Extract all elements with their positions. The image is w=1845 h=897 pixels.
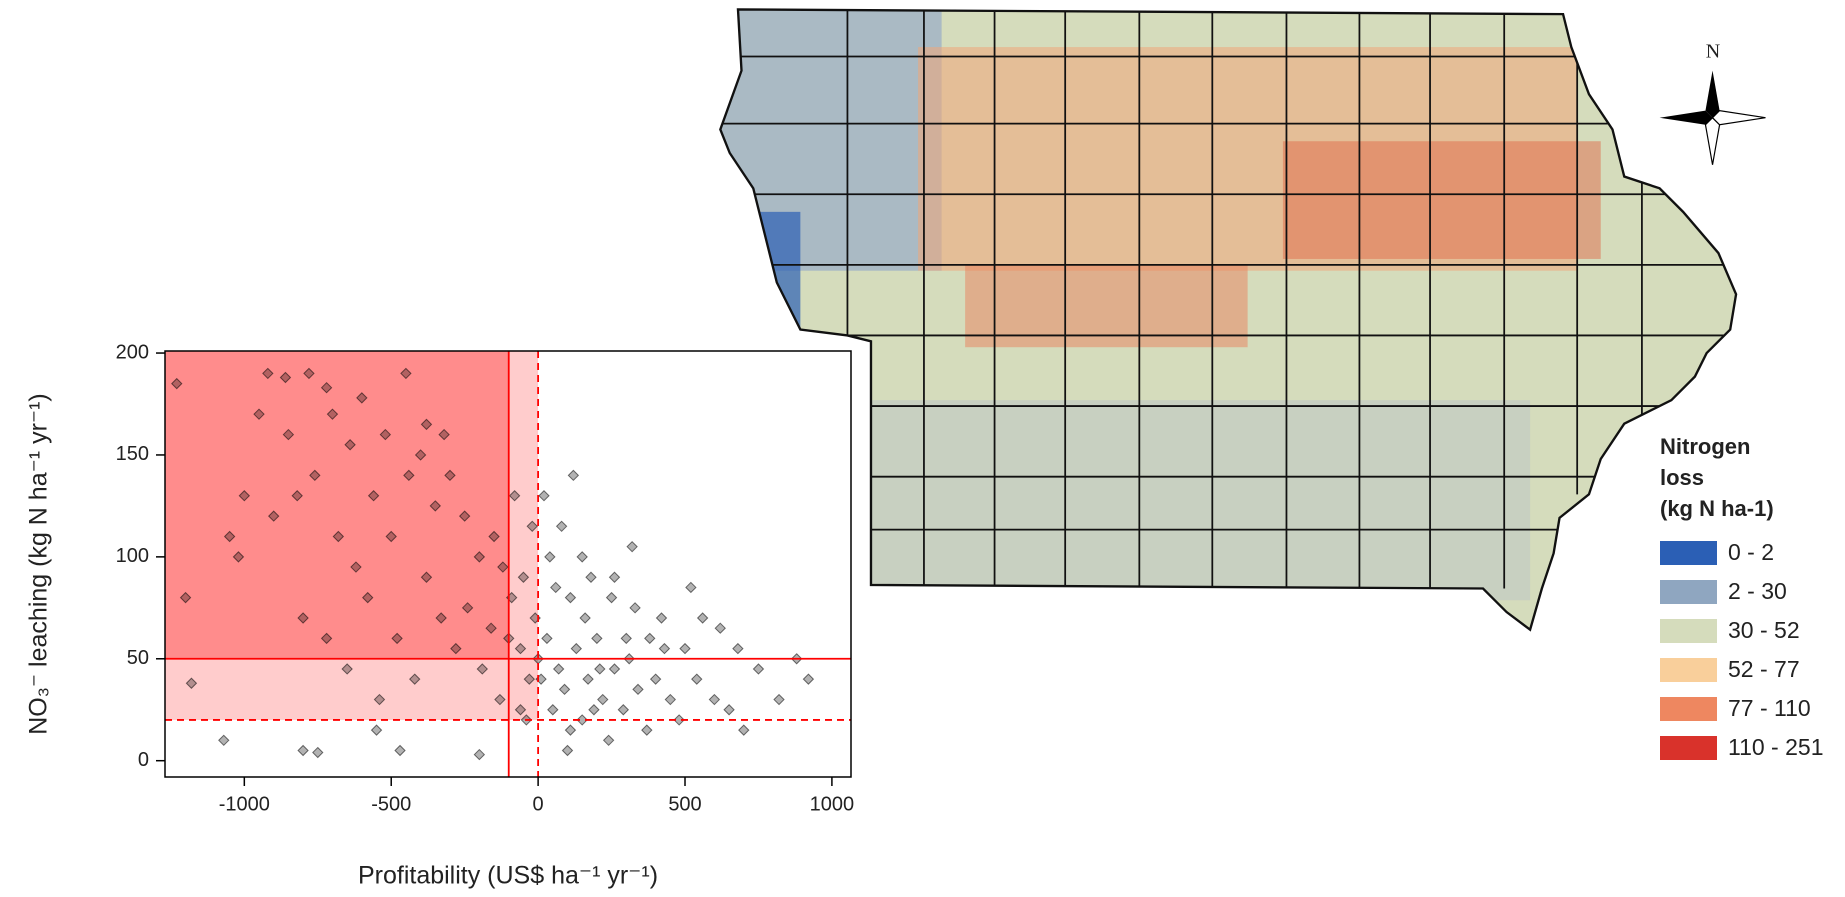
point xyxy=(630,603,640,613)
point xyxy=(724,705,734,715)
point xyxy=(219,735,229,745)
point xyxy=(609,572,619,582)
y-tick-label: 100 xyxy=(116,545,149,567)
point xyxy=(739,725,749,735)
point xyxy=(542,633,552,643)
y-tick-label: 150 xyxy=(116,443,149,465)
north-arrow xyxy=(1660,71,1766,165)
legend-swatch xyxy=(1660,697,1717,721)
north-label: N xyxy=(1706,41,1720,63)
point xyxy=(580,613,590,623)
shade-region xyxy=(165,351,509,659)
legend-swatch xyxy=(1660,580,1717,604)
point xyxy=(554,664,564,674)
point xyxy=(692,674,702,684)
x-tick-label: -500 xyxy=(371,793,411,815)
point xyxy=(715,623,725,633)
iowa-map xyxy=(706,0,1765,636)
legend-title: Nitrogen xyxy=(1660,434,1750,459)
legend-label: 2 - 30 xyxy=(1728,578,1787,604)
point xyxy=(372,725,382,735)
point xyxy=(657,613,667,623)
point xyxy=(565,725,575,735)
point xyxy=(604,735,614,745)
point xyxy=(539,491,549,501)
point xyxy=(618,705,628,715)
point xyxy=(568,470,578,480)
x-axis-label: Profitability (US$ ha⁻¹ yr⁻¹) xyxy=(358,862,658,890)
point xyxy=(633,684,643,694)
legend-label: 0 - 2 xyxy=(1728,539,1774,565)
point xyxy=(642,725,652,735)
x-tick-label: -1000 xyxy=(219,793,270,815)
legend-label: 110 - 251 xyxy=(1728,734,1823,760)
y-tick-label: 200 xyxy=(116,341,149,363)
y-axis-label: NO₃⁻ leaching (kg N ha⁻¹ yr⁻¹) xyxy=(25,393,53,735)
point xyxy=(571,644,581,654)
point xyxy=(645,633,655,643)
y-tick-label: 0 xyxy=(138,749,149,771)
legend-label: 77 - 110 xyxy=(1728,695,1811,721)
point xyxy=(803,674,813,684)
point xyxy=(545,552,555,562)
legend-swatch xyxy=(1660,658,1717,682)
point xyxy=(298,746,308,756)
point xyxy=(774,695,784,705)
point xyxy=(586,572,596,582)
point xyxy=(557,521,567,531)
point xyxy=(698,613,708,623)
point xyxy=(627,542,637,552)
legend-label: 52 - 77 xyxy=(1728,656,1800,682)
point xyxy=(709,695,719,705)
y-tick-label: 50 xyxy=(127,647,149,669)
point xyxy=(609,664,619,674)
point xyxy=(592,633,602,643)
figure: N -1000 -500 0 500 1000 0 50 100 150 200 Profitabi… xyxy=(0,0,1845,897)
legend-title: loss xyxy=(1660,465,1704,490)
point xyxy=(680,644,690,654)
point xyxy=(560,684,570,694)
point xyxy=(548,705,558,715)
point xyxy=(313,748,323,758)
point xyxy=(551,582,561,592)
point xyxy=(474,750,484,760)
page: N -1000 -500 0 500 1000 0 50 100 150 200 Profitabi… xyxy=(0,0,1845,897)
point xyxy=(659,644,669,654)
legend-label: 30 - 52 xyxy=(1728,617,1800,643)
point xyxy=(395,746,405,756)
legend-swatch xyxy=(1660,736,1717,760)
point xyxy=(565,593,575,603)
legend-title: (kg N ha-1) xyxy=(1660,496,1774,521)
point xyxy=(562,746,572,756)
point xyxy=(665,695,675,705)
point xyxy=(651,674,661,684)
legend-swatch xyxy=(1660,541,1717,565)
legend-swatch xyxy=(1660,619,1717,643)
point xyxy=(583,674,593,684)
point xyxy=(595,664,605,674)
point xyxy=(577,552,587,562)
point xyxy=(589,705,599,715)
x-tick-label: 500 xyxy=(668,793,701,815)
point xyxy=(686,582,696,592)
point xyxy=(621,633,631,643)
x-tick-label: 1000 xyxy=(810,793,855,815)
point xyxy=(607,593,617,603)
point xyxy=(753,664,763,674)
x-tick-label: 0 xyxy=(533,793,544,815)
point xyxy=(733,644,743,654)
point xyxy=(598,695,608,705)
